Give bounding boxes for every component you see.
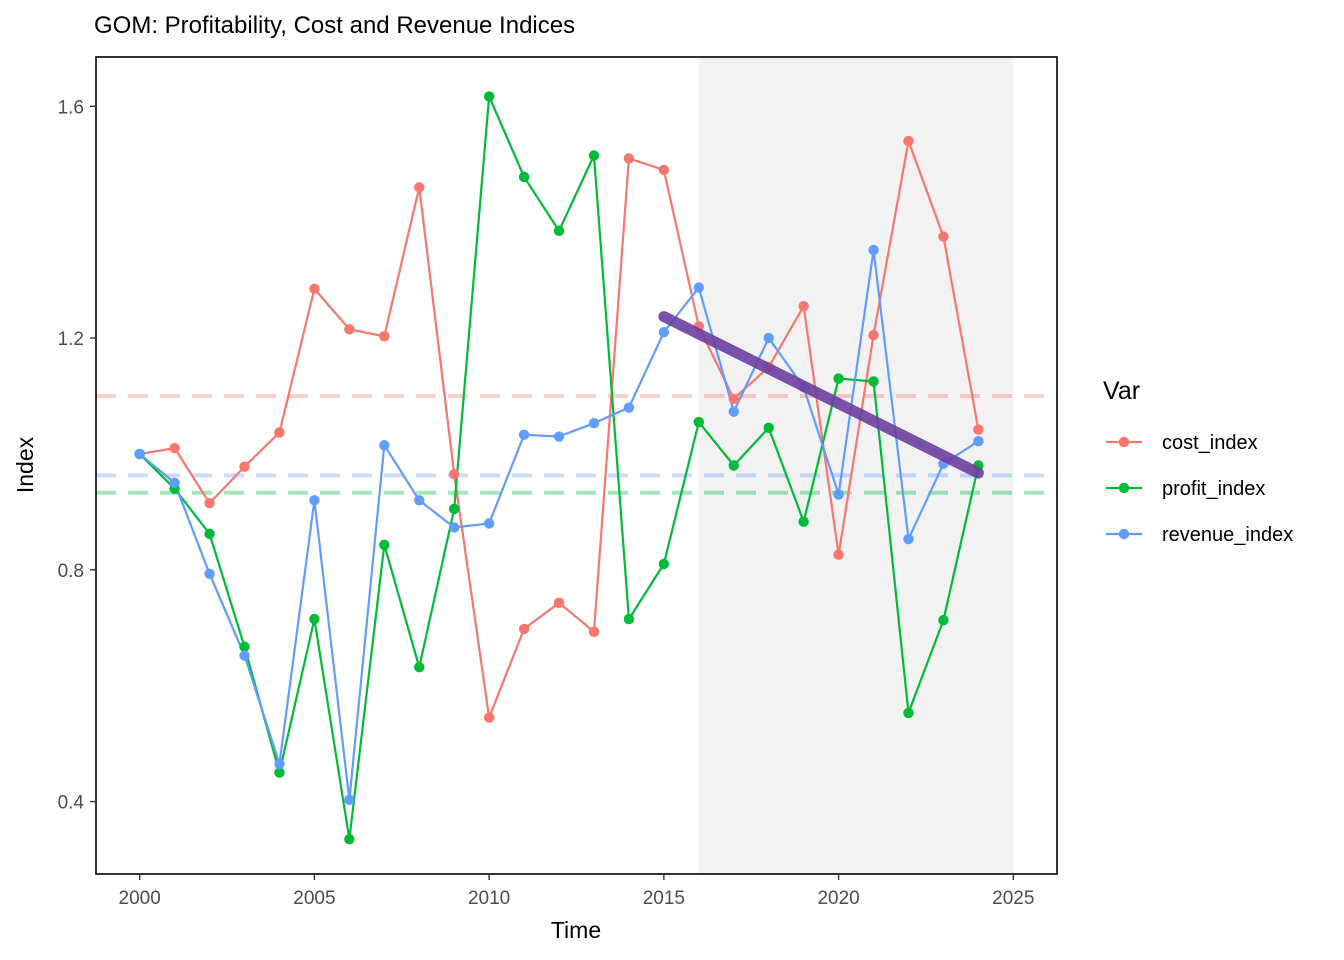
y-axis-title: Index: [12, 436, 38, 493]
data-point: [903, 533, 914, 545]
data-point: [448, 503, 460, 515]
x-tick-label: 2020: [817, 888, 859, 909]
data-point: [693, 282, 705, 293]
legend-key-point: [1118, 436, 1130, 448]
data-point: [903, 135, 914, 147]
data-point: [658, 164, 670, 176]
chart-title: GOM: Profitability, Cost and Revenue Ind…: [94, 12, 575, 39]
data-point: [414, 495, 425, 506]
data-point: [553, 431, 565, 442]
data-point: [274, 767, 285, 778]
panel-border: [95, 56, 1058, 875]
data-point: [868, 376, 879, 387]
x-tick-label: 2025: [992, 888, 1034, 909]
data-point: [868, 244, 879, 256]
y-tick-label: 1.6: [58, 97, 84, 118]
data-point: [344, 324, 355, 335]
data-point: [973, 435, 984, 447]
legend-label: profit_index: [1162, 478, 1265, 500]
data-point: [518, 623, 530, 635]
data-point: [204, 528, 215, 540]
x-axis: 2000 2005 2010 2015 2020 2025: [119, 874, 1034, 909]
y-axis: 0.4 0.8 1.2 1.6: [58, 97, 96, 814]
data-point: [169, 442, 180, 454]
data-point: [588, 626, 600, 637]
data-point: [518, 429, 530, 440]
data-point: [833, 549, 844, 560]
legend: Var cost_index profit_index revenue_index: [1103, 377, 1293, 546]
data-point: [448, 468, 460, 480]
data-point: [239, 641, 250, 653]
data-point: [204, 568, 215, 580]
series-points-cost-index: [134, 135, 984, 723]
x-axis-title: Time: [551, 917, 601, 943]
data-point: [833, 489, 844, 500]
plot-contents: [96, 57, 1057, 874]
y-tick-label: 0.8: [58, 561, 84, 582]
data-point: [414, 182, 425, 193]
legend-item-profit-index: profit_index: [1106, 478, 1265, 500]
data-point: [588, 150, 600, 161]
data-point: [623, 402, 635, 413]
data-point: [728, 406, 739, 417]
data-point: [309, 495, 320, 506]
data-point: [833, 373, 844, 384]
data-point: [553, 225, 565, 237]
data-point: [658, 327, 670, 338]
data-point: [309, 613, 320, 625]
legend-label: revenue_index: [1162, 524, 1293, 546]
data-point: [483, 518, 495, 529]
data-point: [274, 758, 285, 770]
data-point: [763, 422, 774, 434]
data-point: [938, 231, 949, 242]
data-point: [274, 427, 285, 438]
legend-title: Var: [1103, 377, 1140, 405]
x-tick-label: 2005: [293, 888, 335, 909]
data-point: [588, 418, 600, 429]
data-point: [169, 477, 180, 489]
data-point: [414, 661, 425, 673]
x-tick-label: 2010: [468, 888, 510, 909]
data-point: [134, 448, 145, 460]
legend-key-point: [1118, 528, 1130, 540]
plot-area: [95, 56, 1058, 875]
data-point: [204, 497, 215, 509]
legend-label: cost_index: [1162, 432, 1258, 454]
trend-line: [658, 311, 984, 479]
data-point: [344, 794, 355, 806]
data-point: [483, 91, 495, 102]
data-point: [483, 712, 495, 723]
data-point: [903, 707, 914, 719]
legend-key-point: [1118, 482, 1130, 494]
data-point: [553, 597, 565, 609]
data-point: [239, 650, 250, 661]
data-point: [798, 516, 809, 527]
data-point: [379, 331, 390, 342]
data-point: [798, 300, 809, 312]
data-point: [868, 329, 879, 341]
data-point: [623, 153, 635, 164]
data-point: [518, 171, 530, 183]
y-tick-label: 1.2: [58, 329, 84, 350]
data-point: [728, 393, 739, 405]
data-point: [973, 424, 984, 435]
legend-item-revenue-index: revenue_index: [1106, 524, 1293, 546]
data-point: [379, 440, 390, 451]
data-point: [309, 283, 320, 294]
data-point: [728, 460, 739, 471]
data-point: [623, 613, 635, 625]
x-tick-label: 2000: [119, 888, 161, 909]
legend-item-cost-index: cost_index: [1106, 432, 1258, 454]
data-point: [239, 461, 250, 472]
data-point: [763, 332, 774, 344]
data-point: [344, 834, 355, 845]
x-tick-label: 2015: [643, 888, 685, 909]
data-point: [448, 522, 460, 533]
y-tick-label: 0.4: [58, 793, 85, 814]
data-point: [938, 615, 949, 626]
data-point: [658, 558, 670, 570]
data-point: [693, 416, 705, 428]
data-point: [379, 539, 390, 551]
